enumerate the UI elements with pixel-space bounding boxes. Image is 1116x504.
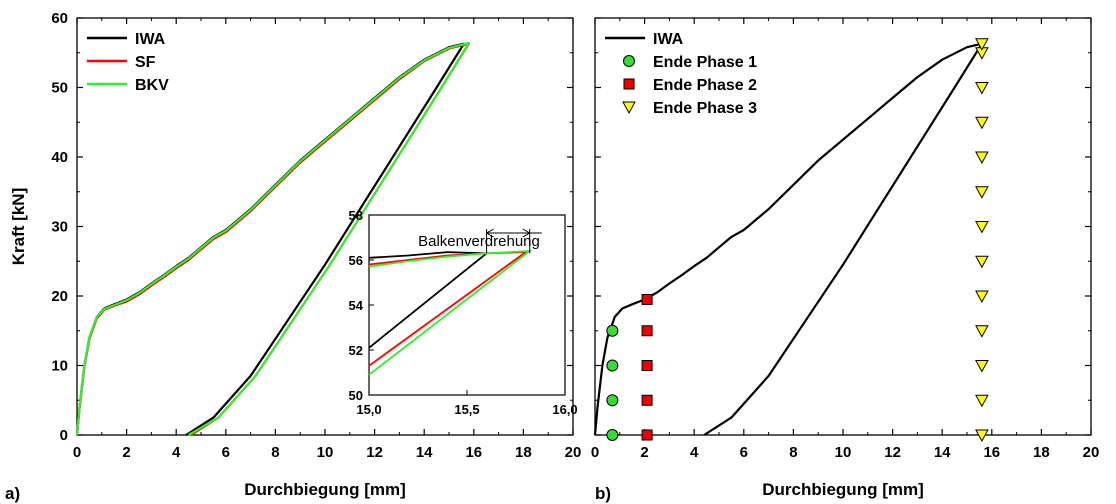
data-point-ende-phase-3 xyxy=(975,360,989,373)
x-tick-label: 4 xyxy=(690,444,699,461)
legend-label: IWA xyxy=(653,31,684,48)
x-tick-label: 8 xyxy=(789,444,797,461)
data-point-ende-phase-3 xyxy=(975,325,989,338)
data-point-ende-phase-3 xyxy=(975,151,989,165)
inset-x-tick-label: 15,0 xyxy=(356,402,381,417)
y-tick-label: 30 xyxy=(51,219,68,236)
y-tick-label: 0 xyxy=(60,427,68,444)
data-point-ende-phase-3 xyxy=(975,394,989,408)
inset-y-tick-label: 54 xyxy=(349,298,364,313)
x-tick-label: 0 xyxy=(73,444,81,461)
y-tick-label: 20 xyxy=(51,288,68,305)
y-tick-label: 40 xyxy=(51,149,68,166)
series-line-bkv xyxy=(75,41,470,436)
data-point-ende-phase-3 xyxy=(975,82,989,95)
x-tick-label: 14 xyxy=(934,444,951,461)
panel-label: b) xyxy=(595,484,611,503)
inset-frame xyxy=(368,214,566,396)
inset-series-iwa xyxy=(368,251,490,349)
legend-label: IWA xyxy=(135,31,166,48)
data-point-ende-phase-1 xyxy=(606,394,619,407)
panel-a: 0 2 4 6 8 10 12 14 16 18 20 0 10 20 30 40 50 60 Durchbiegu… xyxy=(5,10,581,503)
inset-x-tick-label: 15,5 xyxy=(454,402,479,417)
x-tick-label: 2 xyxy=(122,444,130,461)
x-tick-label: 12 xyxy=(366,444,383,461)
x-tick-label: 16 xyxy=(465,444,482,461)
data-point-ende-phase-3 xyxy=(975,116,989,130)
data-point-ende-phase-1 xyxy=(606,429,619,441)
data-point-ende-phase-2 xyxy=(641,394,653,406)
x-tick-label: 2 xyxy=(640,444,648,461)
data-point-ende-phase-3 xyxy=(975,186,989,199)
x-tick-label: 4 xyxy=(172,444,181,461)
x-axis-title: Durchbiegung [mm] xyxy=(762,480,924,499)
legend-label: SF xyxy=(135,54,156,71)
x-tick-label: 16 xyxy=(983,444,1000,461)
inset-y-tick-label: 58 xyxy=(349,208,363,223)
data-point-ende-phase-3 xyxy=(975,221,989,234)
legend-label: Ende Phase 1 xyxy=(653,54,757,71)
inset-plot: 15,0 15,5 16,0 50 52 54 56 58 Balkenverdrehung xyxy=(349,208,578,417)
inset-y-tick-label: 52 xyxy=(349,343,363,358)
x-tick-label: 14 xyxy=(416,444,433,461)
y-tick-label: 60 xyxy=(51,10,68,27)
x-tick-label: 10 xyxy=(835,444,852,461)
data-point-ende-phase-2 xyxy=(641,293,653,305)
panel-b: 0 2 4 6 8 10 12 14 16 18 20 Durchbiegung [mm] b) IWA E… xyxy=(591,17,1100,503)
x-tick-label: 20 xyxy=(565,444,582,461)
x-tick-label: 10 xyxy=(317,444,334,461)
panel-label: a) xyxy=(5,484,20,503)
data-point-ende-phase-3 xyxy=(975,255,989,269)
x-tick-label: 12 xyxy=(884,444,901,461)
y-tick-label: 50 xyxy=(51,80,68,97)
x-axis-title: Durchbiegung [mm] xyxy=(244,480,406,499)
inset-y-tick-label: 56 xyxy=(349,253,363,268)
data-point-ende-phase-2 xyxy=(641,360,653,371)
legend-marker xyxy=(623,78,635,90)
x-tick-label: 6 xyxy=(740,444,748,461)
data-point-ende-phase-1 xyxy=(606,324,619,337)
y-tick-label: 10 xyxy=(51,358,68,375)
data-point-ende-phase-3 xyxy=(975,429,989,443)
x-tick-label: 0 xyxy=(591,444,599,461)
inset-x-tick-label: 16,0 xyxy=(552,402,577,417)
annotation-arrowhead-left xyxy=(485,228,494,238)
x-tick-label: 8 xyxy=(271,444,279,461)
series-line-iwa xyxy=(593,42,984,436)
data-point-ende-phase-2 xyxy=(641,325,653,337)
x-tick-label: 18 xyxy=(1033,444,1050,461)
legend-label: Ende Phase 2 xyxy=(653,77,757,94)
inset-series-bkv xyxy=(368,249,533,376)
data-point-ende-phase-1 xyxy=(606,359,619,372)
legend-marker xyxy=(622,101,636,115)
x-tick-label: 18 xyxy=(515,444,532,461)
x-tick-label: 20 xyxy=(1083,444,1100,461)
y-axis-title: Kraft [kN] xyxy=(9,188,28,265)
legend-label: Ende Phase 3 xyxy=(653,100,757,117)
data-point-ende-phase-3 xyxy=(975,290,989,304)
data-point-ende-phase-3 xyxy=(975,38,989,51)
legend-label: BKV xyxy=(135,77,169,94)
legend-marker xyxy=(623,55,635,67)
x-tick-label: 6 xyxy=(222,444,230,461)
data-point-ende-phase-2 xyxy=(641,429,653,441)
inset-annotation: Balkenverdrehung xyxy=(418,233,540,250)
inset-y-tick-label: 50 xyxy=(349,388,363,403)
